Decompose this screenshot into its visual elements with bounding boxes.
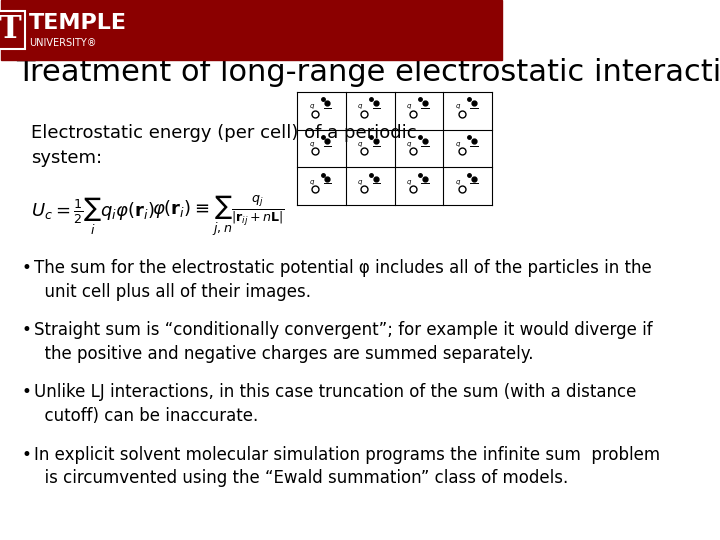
- Text: T: T: [0, 15, 22, 45]
- Text: •: •: [22, 383, 31, 401]
- Text: q: q: [310, 141, 314, 147]
- Text: The sum for the electrostatic potential φ includes all of the particles in the
 : The sum for the electrostatic potential …: [34, 259, 652, 301]
- Text: q: q: [407, 179, 411, 185]
- Text: q: q: [310, 179, 314, 185]
- Text: q: q: [456, 179, 460, 185]
- Text: Electrostatic energy (per cell) of a periodic
system:: Electrostatic energy (per cell) of a per…: [32, 124, 417, 167]
- Bar: [1, 0, 503, 60]
- Text: q: q: [358, 141, 363, 147]
- Text: Unlike LJ interactions, in this case truncation of the sum (with a distance
  cu: Unlike LJ interactions, in this case tru…: [34, 383, 636, 425]
- Text: q: q: [456, 103, 460, 109]
- Text: q: q: [358, 179, 363, 185]
- Text: Treatment of long-range electrostatic interactions: Treatment of long-range electrostatic in…: [17, 58, 720, 87]
- Text: q: q: [456, 141, 460, 147]
- Text: •: •: [22, 446, 31, 463]
- Text: Straight sum is “conditionally convergent”; for example it would diverge if
  th: Straight sum is “conditionally convergen…: [34, 321, 652, 363]
- Text: q: q: [358, 103, 363, 109]
- Text: $U_c = \frac{1}{2}\sum_i q_i \varphi(\mathbf{r}_i)$: $U_c = \frac{1}{2}\sum_i q_i \varphi(\ma…: [32, 195, 156, 237]
- Text: q: q: [407, 141, 411, 147]
- Text: •: •: [22, 321, 31, 339]
- Text: q: q: [310, 103, 314, 109]
- Text: UNIVERSITY®: UNIVERSITY®: [29, 38, 96, 48]
- Text: •: •: [22, 259, 31, 277]
- Text: q: q: [407, 103, 411, 109]
- Text: $\varphi(\mathbf{r}_i) \equiv \sum_{j,n} \frac{q_j}{|\mathbf{r}_{ij} + n\mathbf{: $\varphi(\mathbf{r}_i) \equiv \sum_{j,n}…: [152, 194, 284, 238]
- Text: In explicit solvent molecular simulation programs the infinite sum  problem
  is: In explicit solvent molecular simulation…: [34, 446, 660, 487]
- Text: TEMPLE: TEMPLE: [29, 13, 127, 33]
